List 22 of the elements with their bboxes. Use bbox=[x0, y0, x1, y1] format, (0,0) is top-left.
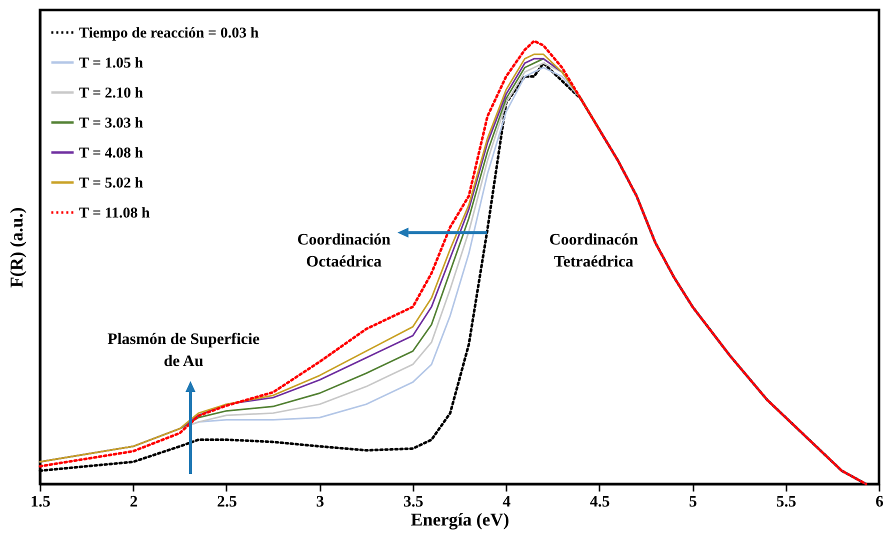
annotation: Coordinacón Tetraédrica bbox=[549, 231, 638, 270]
x-tick-label: 5 bbox=[689, 494, 698, 510]
annotation: Plasmón de Superficie de Au bbox=[108, 331, 260, 370]
legend-label: T = 5.02 h bbox=[79, 176, 144, 192]
x-axis-title: Energía (eV) bbox=[410, 510, 510, 530]
x-tick-label: 4.5 bbox=[590, 494, 610, 510]
x-tick-label: 6 bbox=[876, 494, 884, 510]
x-tick-label: 3 bbox=[316, 494, 324, 510]
x-tick-label: 2.5 bbox=[216, 494, 237, 510]
x-tick-label: 3.5 bbox=[403, 494, 424, 510]
x-tick-label: 2 bbox=[130, 494, 138, 510]
x-tick-label: 1.5 bbox=[30, 494, 50, 510]
legend-label: T = 1.05 h bbox=[79, 56, 144, 72]
annotation: Coordinación Octaédrica bbox=[297, 231, 391, 270]
legend-label: T = 4.08 h bbox=[79, 146, 144, 162]
legend-label: T = 11.08 h bbox=[79, 206, 150, 222]
legend-label: Tiempo de reacción = 0.03 h bbox=[79, 26, 260, 42]
x-tick-label: 5.5 bbox=[776, 494, 796, 510]
legend-label: T = 2.10 h bbox=[79, 86, 144, 102]
x-tick-label: 4 bbox=[502, 494, 511, 510]
legend-label: T = 3.03 h bbox=[79, 116, 144, 132]
y-axis-title: F(R) (a.u.) bbox=[6, 207, 26, 288]
